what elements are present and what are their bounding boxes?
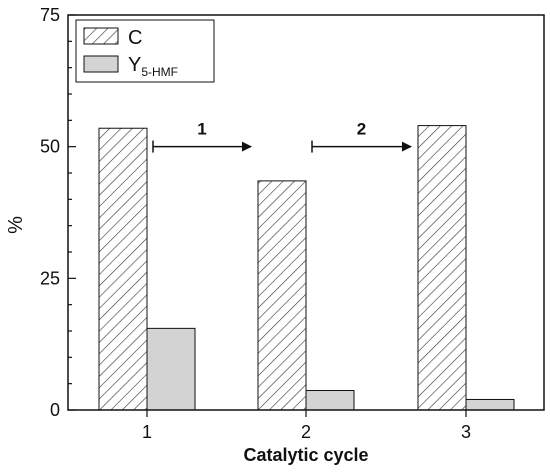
x-axis-ticks: 1 2 3 (142, 410, 471, 442)
legend-swatch-c (83, 27, 119, 45)
x-tick-label-2: 2 (301, 422, 311, 442)
legend-label-y: Y5-HMF (128, 54, 178, 79)
legend-swatch-y (83, 55, 119, 73)
bar-y-cycle-3 (465, 398, 515, 411)
legend: C Y5-HMF (75, 19, 215, 83)
bar-c-cycle-2 (257, 180, 307, 411)
y-tick-label: 0 (50, 400, 60, 420)
y-tick-label: 75 (40, 5, 60, 25)
y-tick-label: 25 (40, 268, 60, 288)
bar-y-cycle-1 (146, 327, 196, 411)
bar-y-cycle-2 (305, 390, 355, 411)
arrow-label-2: 2 (357, 120, 366, 139)
y-axis-ticks: 0 25 50 75 (40, 5, 76, 420)
bar-c-cycle-1 (98, 127, 148, 411)
bar-c-cycle-3 (417, 125, 467, 411)
arrow-label-1: 1 (197, 120, 206, 139)
bars-group (98, 125, 515, 411)
y-axis-label: % (5, 216, 27, 234)
legend-label-c: C (128, 27, 142, 49)
x-tick-label-1: 1 (142, 422, 152, 442)
x-axis-label: Catalytic cycle (243, 445, 368, 465)
x-tick-label-3: 3 (461, 422, 471, 442)
y-tick-label: 50 (40, 137, 60, 157)
